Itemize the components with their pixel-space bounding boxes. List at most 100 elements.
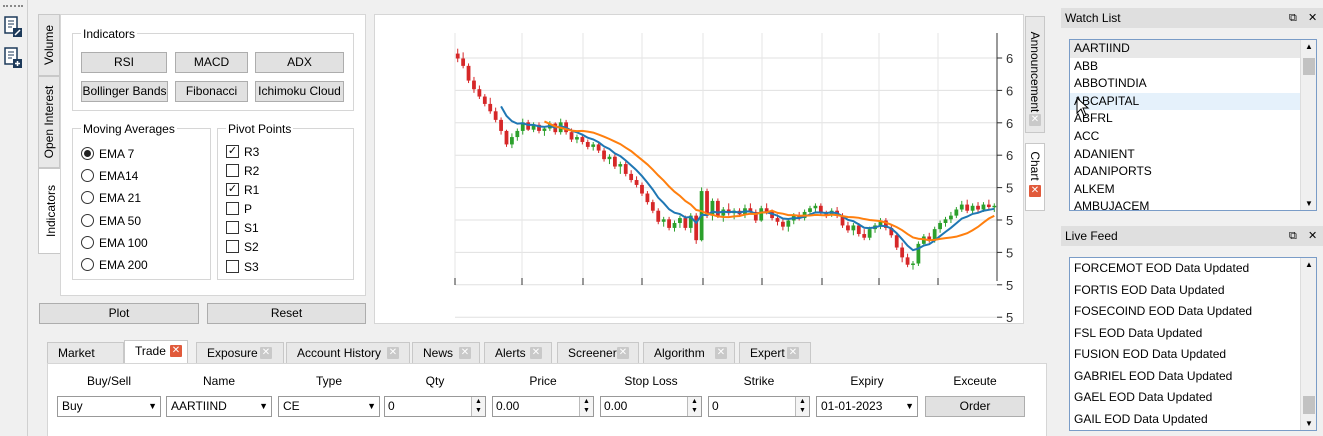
r2-checkbox[interactable]: R2 xyxy=(226,162,259,180)
watch-list-item[interactable]: ABB xyxy=(1074,58,1099,73)
tab-open-interest[interactable]: Open Interest xyxy=(38,76,60,168)
live-feed-item[interactable]: GAEL EOD Data Updated xyxy=(1074,390,1213,404)
price-spinbox[interactable]: 0.00 ▲ ▼ xyxy=(492,396,594,417)
tab-trade[interactable]: Trade ✕ xyxy=(124,340,188,364)
close-icon[interactable]: ✕ xyxy=(787,347,799,359)
type-select[interactable]: CE ▼ xyxy=(278,396,380,417)
ema-100-radio[interactable]: EMA 100 xyxy=(81,234,148,252)
spin-arrows-icon[interactable]: ▲ ▼ xyxy=(471,397,485,416)
tab-alerts[interactable]: Alerts ✕ xyxy=(484,342,552,363)
scroll-down-icon[interactable]: ▼ xyxy=(1305,419,1313,428)
close-icon[interactable]: ✕ xyxy=(530,347,542,359)
ema-200-radio[interactable]: EMA 200 xyxy=(81,256,148,274)
watch-list-item[interactable]: ADANIENT xyxy=(1074,146,1135,161)
tab-screener[interactable]: Screener ✕ xyxy=(557,342,639,363)
stop-loss-spinbox[interactable]: 0.00 ▲ ▼ xyxy=(600,396,702,417)
reset-button[interactable]: Reset xyxy=(207,303,366,324)
live-feed-item[interactable]: FUSION EOD Data Updated xyxy=(1074,347,1227,361)
tab-news[interactable]: News ✕ xyxy=(412,342,480,363)
fibonacci-button[interactable]: Fibonacci xyxy=(175,81,248,102)
live-feed-scrollbar[interactable]: ▲ ▼ xyxy=(1300,258,1316,430)
close-icon[interactable]: ✕ xyxy=(459,347,471,359)
spin-arrows-icon[interactable]: ▲ ▼ xyxy=(687,397,701,416)
qty-spinbox[interactable]: 0 ▲ ▼ xyxy=(384,396,486,417)
expiry-date-picker[interactable]: 01-01-2023 ▼ xyxy=(816,396,918,417)
close-icon[interactable]: ✕ xyxy=(1308,12,1318,24)
r1-checkbox[interactable]: ✓ R1 xyxy=(226,181,259,199)
document-edit-icon[interactable] xyxy=(2,16,24,38)
watch-list[interactable]: AARTIIND ABB ABBOTINDIA ABCAPITAL ABFRL … xyxy=(1069,39,1317,211)
close-icon[interactable]: ✕ xyxy=(617,347,629,359)
ema-7-radio[interactable]: EMA 7 xyxy=(81,145,134,163)
close-icon[interactable]: ✕ xyxy=(1029,114,1041,126)
ichimoku-cloud-button[interactable]: Ichimoku Cloud xyxy=(255,81,344,102)
float-icon[interactable]: ⧉ xyxy=(1289,12,1297,24)
close-icon[interactable]: ✕ xyxy=(170,345,182,357)
macd-button[interactable]: MACD xyxy=(175,52,248,73)
scroll-up-icon[interactable]: ▲ xyxy=(1305,260,1313,269)
live-feed-item[interactable]: GAIL EOD Data Updated xyxy=(1074,411,1208,426)
watch-list-item[interactable]: AARTIIND xyxy=(1070,40,1316,58)
ema-50-radio[interactable]: EMA 50 xyxy=(81,212,141,230)
live-feed-list[interactable]: FORCEMOT EOD Data Updated FORTIS EOD Dat… xyxy=(1069,257,1317,431)
watch-list-item[interactable]: ABBOTINDIA xyxy=(1074,76,1147,91)
adx-button[interactable]: ADX xyxy=(255,52,344,73)
scroll-down-icon[interactable]: ▼ xyxy=(1305,199,1313,208)
candle-body xyxy=(580,137,585,142)
watch-list-item[interactable]: ABFRL xyxy=(1074,111,1113,126)
live-feed-item[interactable]: FORCEMOT EOD Data Updated xyxy=(1074,261,1250,275)
close-icon[interactable]: ✕ xyxy=(715,347,727,359)
strike-spinbox[interactable]: 0 ▲ ▼ xyxy=(708,396,810,417)
ema-21-radio[interactable]: EMA 21 xyxy=(81,189,141,207)
chart-panel: 6 6 6 6 5 5 5 5 5 xyxy=(374,14,1024,324)
plot-button[interactable]: Plot xyxy=(39,303,199,324)
buy-sell-select[interactable]: Buy ▼ xyxy=(57,396,161,417)
live-feed-item[interactable]: FOSECOIND EOD Data Updated xyxy=(1074,304,1253,318)
candle-body xyxy=(753,211,758,221)
ema-14-radio[interactable]: EMA14 xyxy=(81,167,138,185)
scroll-thumb[interactable] xyxy=(1303,58,1315,75)
tab-account-history[interactable]: Account History ✕ xyxy=(286,342,410,363)
y-tick-label: 6 xyxy=(1006,116,1013,131)
watch-list-item[interactable]: ACC xyxy=(1074,128,1100,143)
close-icon[interactable]: ✕ xyxy=(1029,185,1041,197)
tab-market[interactable]: Market xyxy=(47,342,124,363)
candle-body xyxy=(634,180,639,185)
watch-list-item[interactable]: ABCAPITAL xyxy=(1070,92,1316,111)
tab-indicators[interactable]: Indicators xyxy=(38,168,62,254)
live-feed-item[interactable]: FORTIS EOD Data Updated xyxy=(1074,282,1225,297)
bollinger-bands-button[interactable]: Bollinger Bands xyxy=(81,81,168,102)
watch-list-item[interactable]: ADANIPORTS xyxy=(1074,164,1152,179)
rsi-button[interactable]: RSI xyxy=(81,52,167,73)
tab-volume[interactable]: Volume xyxy=(38,14,60,76)
scroll-up-icon[interactable]: ▲ xyxy=(1305,42,1313,51)
live-feed-item[interactable]: FSL EOD Data Updated xyxy=(1074,325,1203,340)
spin-arrows-icon[interactable]: ▲ ▼ xyxy=(795,397,809,416)
close-icon[interactable]: ✕ xyxy=(387,347,399,359)
candlestick-chart[interactable]: 6 6 6 6 5 5 5 5 5 xyxy=(375,15,1023,323)
close-icon[interactable]: ✕ xyxy=(1308,230,1318,242)
tab-algorithm[interactable]: Algorithm ✕ xyxy=(643,342,735,363)
order-button[interactable]: Order xyxy=(925,396,1025,417)
close-icon[interactable]: ✕ xyxy=(260,347,272,359)
watch-list-scrollbar[interactable]: ▲ ▼ xyxy=(1300,40,1316,210)
tab-expert[interactable]: Expert ✕ xyxy=(739,342,811,363)
live-feed-item[interactable]: GABRIEL EOD Data Updated xyxy=(1074,368,1233,383)
tab-announcement[interactable]: Announcement ✕ xyxy=(1025,16,1045,133)
s3-checkbox[interactable]: S3 xyxy=(226,258,259,276)
document-add-icon[interactable] xyxy=(2,47,24,69)
watch-list-item[interactable]: AMBUJACEM xyxy=(1074,199,1150,211)
name-select[interactable]: AARTIIND ▼ xyxy=(166,396,272,417)
p-checkbox[interactable]: P xyxy=(226,200,252,218)
r3-checkbox[interactable]: ✓ R3 xyxy=(226,143,259,161)
scroll-thumb[interactable] xyxy=(1303,396,1315,414)
s2-checkbox[interactable]: S2 xyxy=(226,238,259,256)
candle-body xyxy=(488,103,493,112)
tab-chart[interactable]: Chart ✕ xyxy=(1025,143,1045,211)
float-icon[interactable]: ⧉ xyxy=(1289,230,1297,242)
spin-arrows-icon[interactable]: ▲ ▼ xyxy=(579,397,593,416)
watch-list-item[interactable]: ALKEM xyxy=(1074,181,1115,196)
s1-checkbox[interactable]: S1 xyxy=(226,219,259,237)
qty-header: Qty xyxy=(425,374,445,388)
tab-exposure[interactable]: Exposure ✕ xyxy=(196,342,284,363)
